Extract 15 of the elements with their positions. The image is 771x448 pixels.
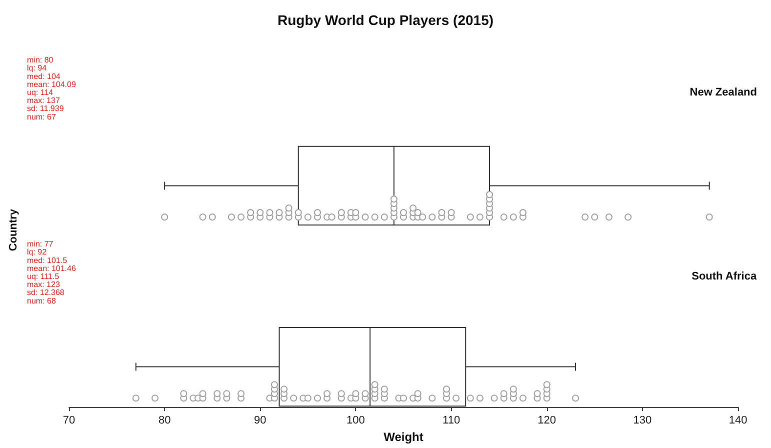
x-tick-label: 130 [633,414,652,427]
chart-title: Rugby World Cup Players (2015) [277,12,494,28]
annotation: min: 77 lq: 92 med: 101.5 mean: 101.46 uq: 111.5 max: 123 sd: 12.368 num: 68 [27,240,76,306]
x-tick-label: 70 [62,414,76,427]
y-axis-title: Country [8,208,20,252]
annotation: min: 80 lq: 94 med: 104 mean: 104.09 uq: 114 max: 137 sd: 11.939 num: 67 [27,56,76,122]
x-axis-title: Weight [384,430,424,444]
x-tick-label: 100 [346,414,365,427]
x-tick-label: 110 [442,414,460,427]
x-tick-label: 140 [728,414,748,427]
y-tick-label: New Zealand [690,86,758,98]
y-tick-label: South Africa [692,270,758,282]
x-tick-label: 80 [158,414,171,427]
x-tick-label: 120 [538,414,556,427]
x-tick-label: 90 [254,414,266,427]
